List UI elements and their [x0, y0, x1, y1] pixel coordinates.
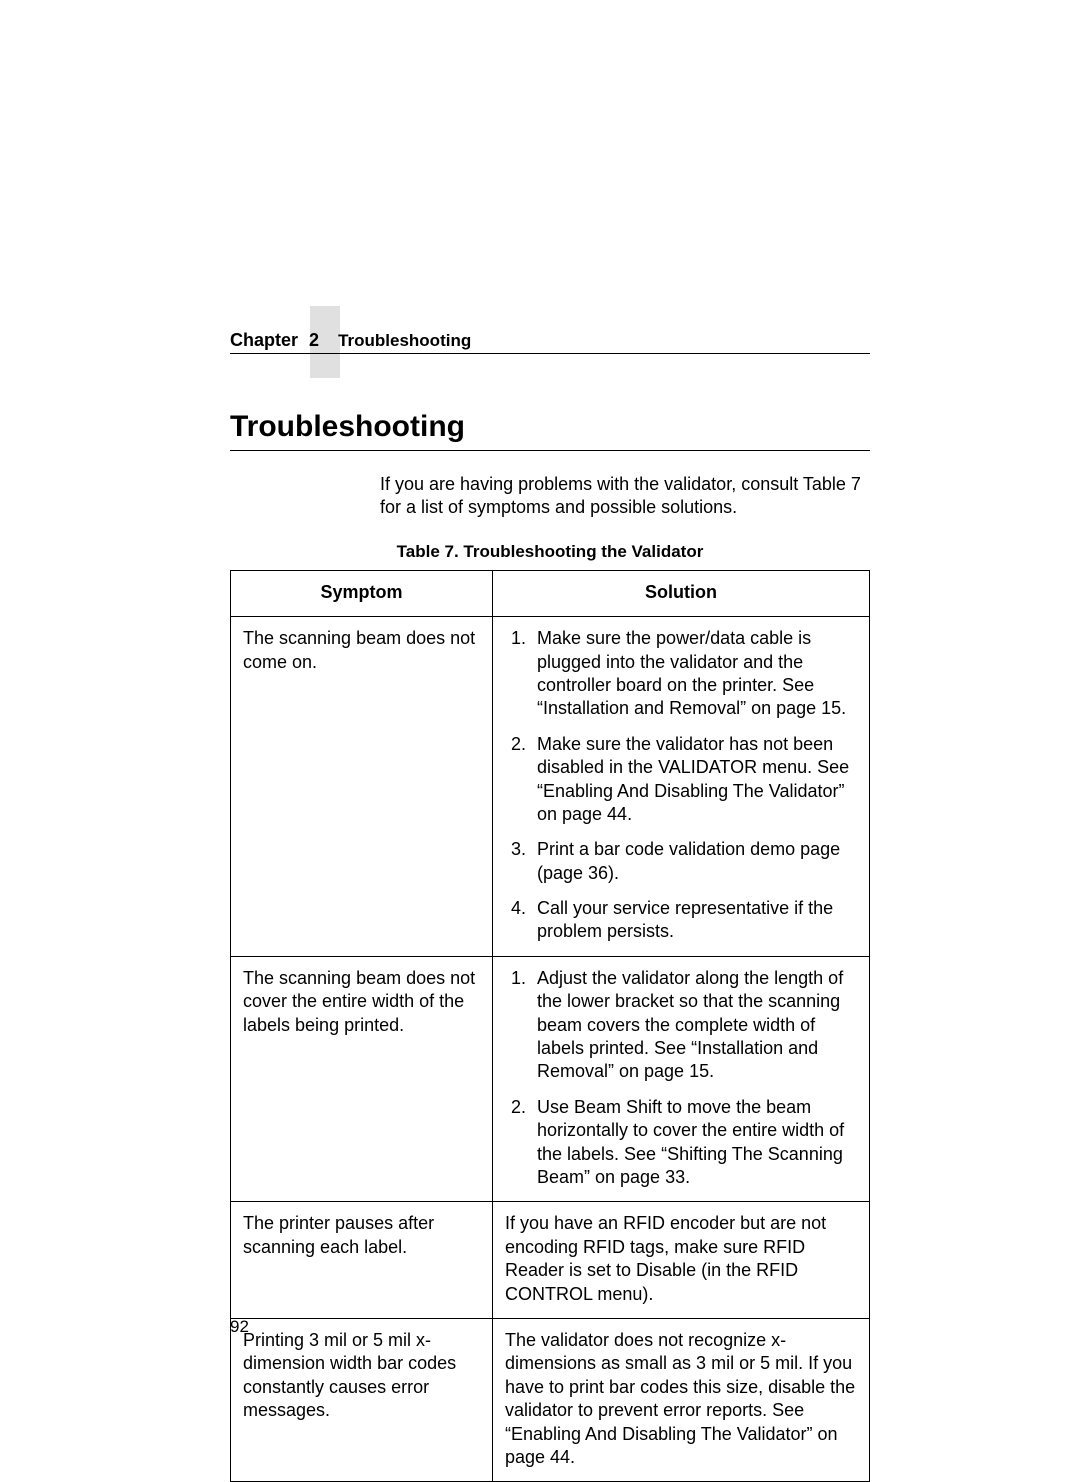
table-caption: Table 7. Troubleshooting the Validator: [230, 542, 870, 562]
chapter-label: Chapter: [230, 330, 298, 350]
list-item: Make sure the validator has not been dis…: [531, 733, 857, 827]
symptom-cell: The scanning beam does not cover the ent…: [231, 956, 493, 1202]
solution-cell: If you have an RFID encoder but are not …: [492, 1202, 869, 1319]
intro-paragraph: If you are having problems with the vali…: [380, 473, 870, 520]
troubleshooting-table: Symptom Solution The scanning beam does …: [230, 570, 870, 1482]
list-item: Adjust the validator along the length of…: [531, 967, 857, 1084]
solution-cell: Adjust the validator along the length of…: [492, 956, 869, 1202]
section-rule: [230, 450, 870, 451]
list-item: Use Beam Shift to move the beam horizont…: [531, 1096, 857, 1190]
list-item: Print a bar code validation demo page (p…: [531, 838, 857, 885]
table-row: Printing 3 mil or 5 mil x-dimension widt…: [231, 1318, 870, 1481]
solution-cell: Make sure the power/data cable is plugge…: [492, 617, 869, 957]
chapter-rule: Chapter 2 Troubleshooting: [230, 330, 870, 354]
solution-list: Make sure the power/data cable is plugge…: [505, 627, 857, 944]
chapter-title: Troubleshooting: [338, 331, 471, 350]
symptom-cell: Printing 3 mil or 5 mil x-dimension widt…: [231, 1318, 493, 1481]
symptom-cell: The printer pauses after scanning each l…: [231, 1202, 493, 1319]
page-number: 92: [230, 1317, 249, 1337]
symptom-cell: The scanning beam does not come on.: [231, 617, 493, 957]
table-header-row: Symptom Solution: [231, 570, 870, 616]
table-row: The scanning beam does not cover the ent…: [231, 956, 870, 1202]
section-heading: Troubleshooting: [230, 410, 870, 444]
list-item: Call your service representative if the …: [531, 897, 857, 944]
solution-list: Adjust the validator along the length of…: [505, 967, 857, 1190]
table-row: The printer pauses after scanning each l…: [231, 1202, 870, 1319]
document-page: Chapter 2 Troubleshooting Troubleshootin…: [0, 0, 1080, 1397]
chapter-number: 2: [309, 330, 319, 351]
chapter-label-line: Chapter 2 Troubleshooting: [230, 330, 471, 350]
list-item: Make sure the power/data cable is plugge…: [531, 627, 857, 721]
table-row: The scanning beam does not come on. Make…: [231, 617, 870, 957]
col-header-symptom: Symptom: [231, 570, 493, 616]
col-header-solution: Solution: [492, 570, 869, 616]
solution-cell: The validator does not recognize x-dimen…: [492, 1318, 869, 1481]
chapter-header: Chapter 2 Troubleshooting: [230, 330, 870, 354]
